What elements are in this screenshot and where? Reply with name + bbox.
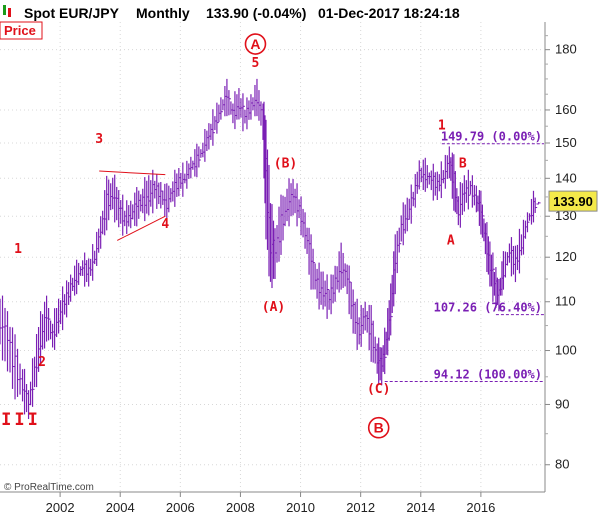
circled-wave-ring [244, 33, 267, 55]
x-tick-label: 2012 [346, 500, 375, 515]
wave-label: 3 [95, 132, 103, 147]
last-price-tag: 133.90 [548, 190, 598, 212]
copyright: © ProRealTime.com [4, 482, 94, 493]
wave-label: A [447, 234, 455, 249]
circled-wave-label: B [374, 420, 384, 436]
wave-label: 1 [14, 242, 22, 257]
y-tick-label: 150 [555, 135, 577, 150]
y-tick-label: 160 [555, 102, 577, 117]
last-price-box [548, 190, 598, 212]
x-tick-label: 2016 [466, 500, 495, 515]
wave-label: 2 [38, 355, 46, 370]
fib-level-label: 107.26 (76.40%) [434, 301, 542, 315]
x-tick-label: 2006 [166, 500, 195, 515]
wave-label: 4 [161, 217, 169, 232]
circled-wave-ring [367, 416, 390, 439]
y-tick-label: 100 [555, 343, 577, 358]
instrument-name: Spot EUR/JPY [24, 5, 120, 21]
chart-header: Spot EUR/JPY Monthly 133.90 (-0.04%) 01-… [3, 5, 460, 21]
price-panel-label: Price [4, 23, 36, 38]
wave-label: (B) [274, 156, 297, 171]
timestamp: 01-Dec-2017 18:24:18 [318, 5, 460, 21]
last-price-value: 133.90 [553, 194, 593, 209]
y-tick-label: 80 [555, 457, 569, 472]
wave-label: 1 [438, 119, 446, 134]
wave-label: (C) [367, 382, 390, 397]
wave-label: 5 [252, 56, 260, 71]
y-tick-label: 140 [555, 170, 577, 185]
x-tick-label: 2008 [226, 500, 255, 515]
fib-level-label: 94.12 (100.00%) [434, 368, 542, 382]
wave-labels: III 1 2 3 4 5 (A) (B) (C) 1 A B A B [1, 33, 467, 439]
x-tick-label: 2002 [46, 500, 75, 515]
wave-label: III [1, 410, 41, 430]
wave-label: (A) [262, 300, 285, 315]
x-tick-label: 2004 [106, 500, 135, 515]
wave-label: B [459, 156, 467, 171]
candle-icon [3, 5, 6, 15]
triangle-trendline [116, 215, 166, 241]
y-tick-label: 110 [555, 294, 576, 309]
price-panel-tag[interactable] [0, 21, 43, 40]
x-axis-ticks: 2002 2004 2006 2008 2010 2012 2014 2016 [46, 492, 495, 515]
x-tick-label: 2010 [286, 500, 315, 515]
fib-levels: 149.79 (0.00%) 107.26 (76.40%) 94.12 (100.… [384, 130, 544, 383]
y-axis-ticks: 80 90 100 110 120 130 140 150 160 180 [545, 35, 577, 472]
y-tick-label: 180 [555, 42, 577, 57]
fib-level-label: 149.79 (0.00%) [441, 130, 542, 144]
candle-icon [8, 8, 11, 17]
trendlines [99, 170, 166, 241]
circled-wave-label: A [250, 36, 260, 52]
last-quote: 133.90 (-0.04%) [206, 5, 306, 21]
period-label: Monthly [136, 5, 190, 21]
y-tick-label: 120 [555, 249, 577, 264]
y-tick-label: 90 [555, 396, 569, 411]
x-tick-label: 2014 [406, 500, 435, 515]
price-bars [0, 78, 541, 420]
y-tick-label: 130 [555, 208, 577, 223]
triangle-trendline [99, 170, 166, 176]
